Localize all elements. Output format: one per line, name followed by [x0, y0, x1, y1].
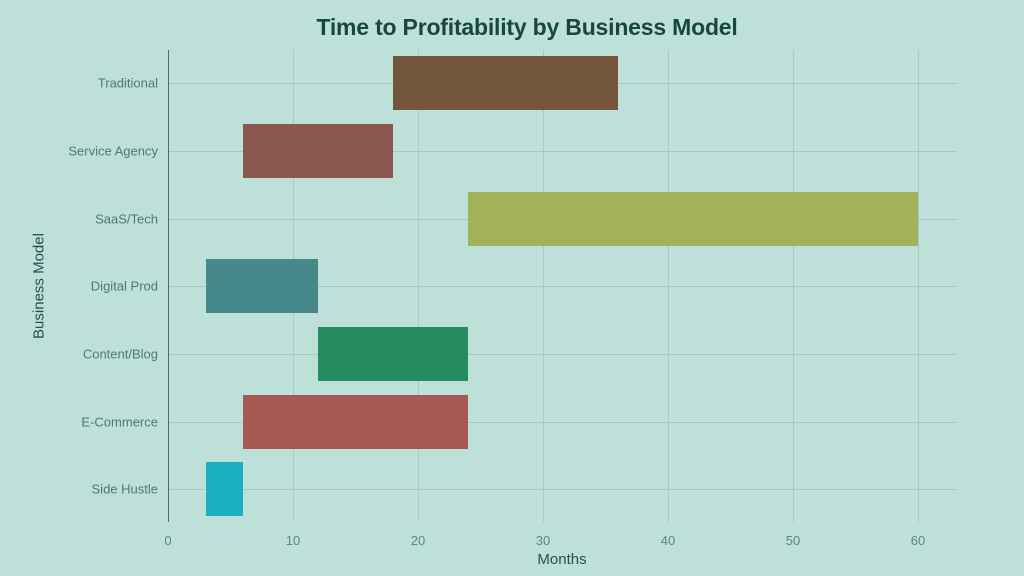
y-gridline — [168, 286, 957, 287]
plot-area — [168, 50, 957, 522]
bar-e-commerce[interactable] — [243, 395, 468, 449]
y-gridline — [168, 422, 957, 423]
y-tick-label: SaaS/Tech — [95, 211, 158, 227]
y-axis-label: Business Model — [30, 233, 48, 339]
y-tick-label: Content/Blog — [82, 346, 158, 362]
x-tick-label: 50 — [785, 533, 801, 548]
y-tick-label: E-Commerce — [81, 414, 158, 430]
y-gridline — [168, 354, 957, 355]
bar-digital-prod[interactable] — [205, 259, 318, 313]
bar-traditional[interactable] — [393, 56, 618, 110]
bar-service-agency[interactable] — [243, 124, 393, 178]
x-tick-label: 30 — [535, 533, 551, 548]
y-axis-line — [168, 50, 169, 522]
x-tick-label: 0 — [164, 533, 172, 548]
y-gridline — [168, 151, 957, 152]
x-axis-label: Months — [537, 551, 587, 568]
y-tick-label: Digital Prod — [90, 278, 158, 294]
bar-saas-tech[interactable] — [468, 192, 918, 246]
y-tick-label: Side Hustle — [91, 481, 158, 497]
x-tick-label: 60 — [910, 533, 926, 548]
y-tick-label: Service Agency — [68, 143, 158, 159]
bar-side-hustle[interactable] — [205, 462, 243, 516]
x-tick-label: 20 — [410, 533, 426, 548]
bar-content-blog[interactable] — [318, 327, 468, 381]
y-tick-label: Traditional — [97, 75, 158, 91]
chart-title: Time to Profitability by Business Model — [316, 14, 738, 40]
y-gridline — [168, 489, 957, 490]
x-tick-label: 10 — [285, 533, 301, 548]
x-tick-label: 40 — [660, 533, 676, 548]
